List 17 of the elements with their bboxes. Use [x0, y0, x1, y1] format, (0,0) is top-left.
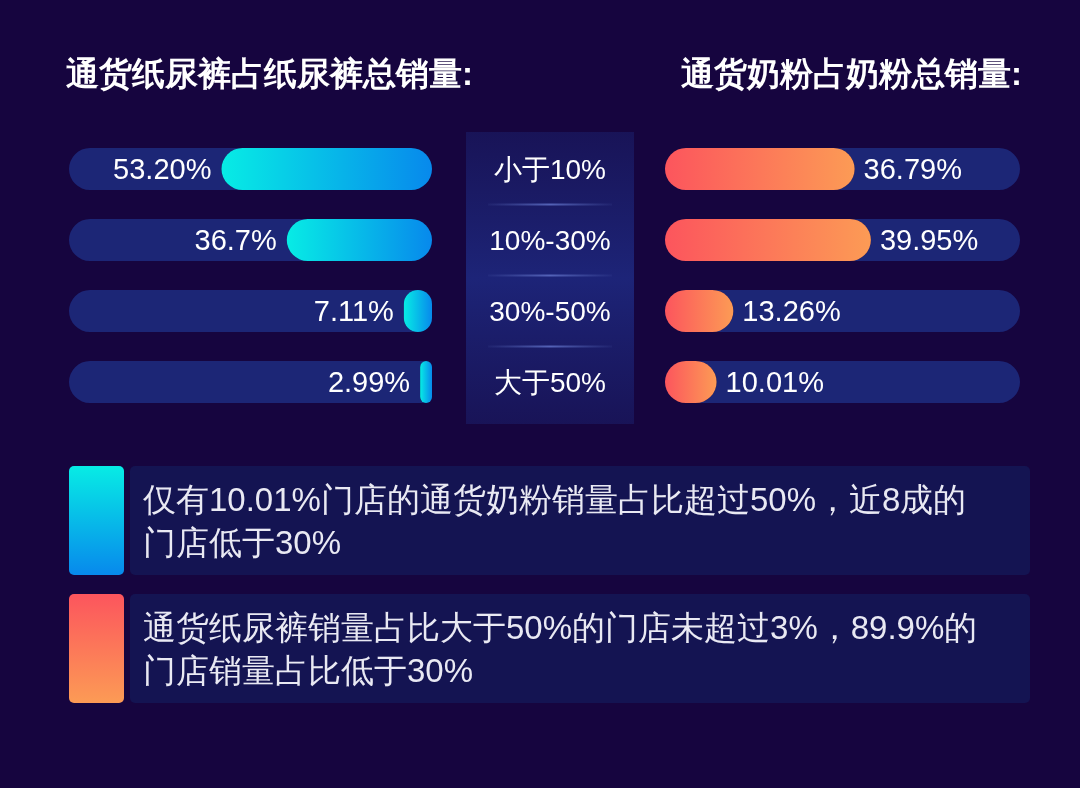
- chart-title: 通货纸尿裤占纸尿裤总销量:: [66, 54, 473, 92]
- data-label: 53.20%: [113, 153, 212, 185]
- data-label: 39.95%: [879, 224, 979, 256]
- data-label: 2.99%: [327, 366, 411, 398]
- data-label: 13.26%: [742, 295, 841, 327]
- y-tick-label: 10%-30%: [489, 224, 611, 256]
- text: 通货纸尿裤销量占比大于50%的门店未超过3%，89.9%的门店销量占比低于30%: [143, 608, 978, 689]
- data-label: 36.7%: [194, 224, 277, 256]
- data-label: 7.11%: [313, 295, 394, 327]
- chart-title: 通货奶粉占奶粉总销量:: [681, 54, 1022, 92]
- data-label: 10.01%: [725, 366, 824, 398]
- data-label: 36.79%: [863, 153, 962, 185]
- y-tick-label: 小于10%: [493, 153, 607, 185]
- bar: [420, 361, 432, 403]
- y-tick-label: 大于50%: [493, 366, 607, 398]
- text: 仅有10.01%门店的通货奶粉销量占比超过50%，近8成的门店低于30%: [143, 480, 967, 561]
- y-tick-label: 30%-50%: [489, 295, 611, 327]
